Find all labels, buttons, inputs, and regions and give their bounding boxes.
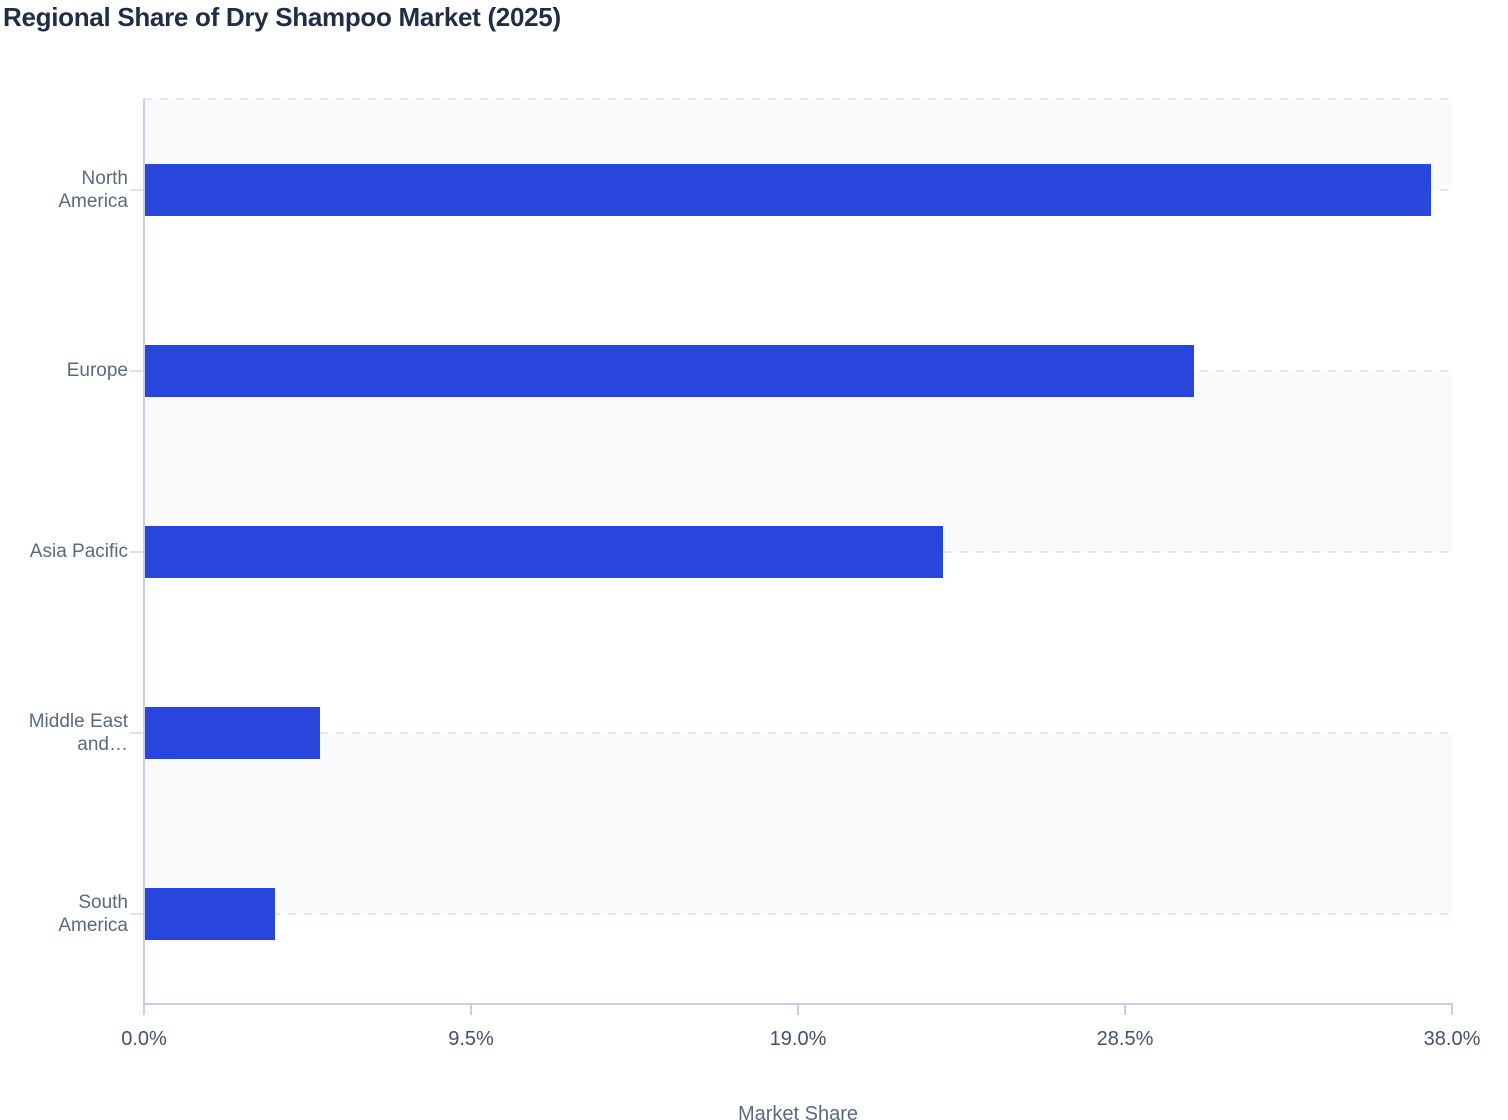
chart-title: Regional Share of Dry Shampoo Market (20… [3, 2, 561, 32]
grid-band [145, 732, 1452, 914]
gridline [144, 98, 1452, 100]
x-tick-label: 9.5% [448, 1028, 494, 1050]
y-axis-label: Middle East and… [28, 710, 128, 755]
bar-north-america [145, 164, 1431, 216]
grid-band [145, 370, 1452, 552]
y-axis-line [143, 99, 145, 1004]
x-tick-label: 38.0% [1423, 1028, 1481, 1050]
y-axis-label: North America [58, 167, 128, 212]
y-axis-label: Europe [66, 360, 128, 381]
x-axis-title: Market Share [737, 1103, 859, 1120]
x-tick [470, 1004, 472, 1015]
y-axis-label: South America [58, 891, 128, 936]
x-tick [797, 1004, 799, 1015]
x-tick-label: 19.0% [769, 1028, 827, 1050]
y-tick [130, 732, 143, 734]
bar-europe [145, 345, 1194, 397]
y-tick [130, 370, 143, 372]
bar-asia-pacific [145, 526, 943, 578]
y-tick [130, 913, 143, 915]
y-axis-label: Asia Pacific [29, 541, 128, 562]
x-tick [1124, 1004, 1126, 1015]
gridline [144, 732, 1452, 734]
bar-south-america [145, 888, 275, 940]
x-tick [143, 1004, 145, 1015]
x-tick-label: 28.5% [1096, 1028, 1154, 1050]
y-tick [130, 551, 143, 553]
x-tick [1451, 1004, 1453, 1015]
x-tick-label: 0.0% [121, 1028, 167, 1050]
gridline [144, 913, 1452, 915]
bar-middle-east-and [145, 707, 320, 759]
y-tick [130, 189, 143, 191]
